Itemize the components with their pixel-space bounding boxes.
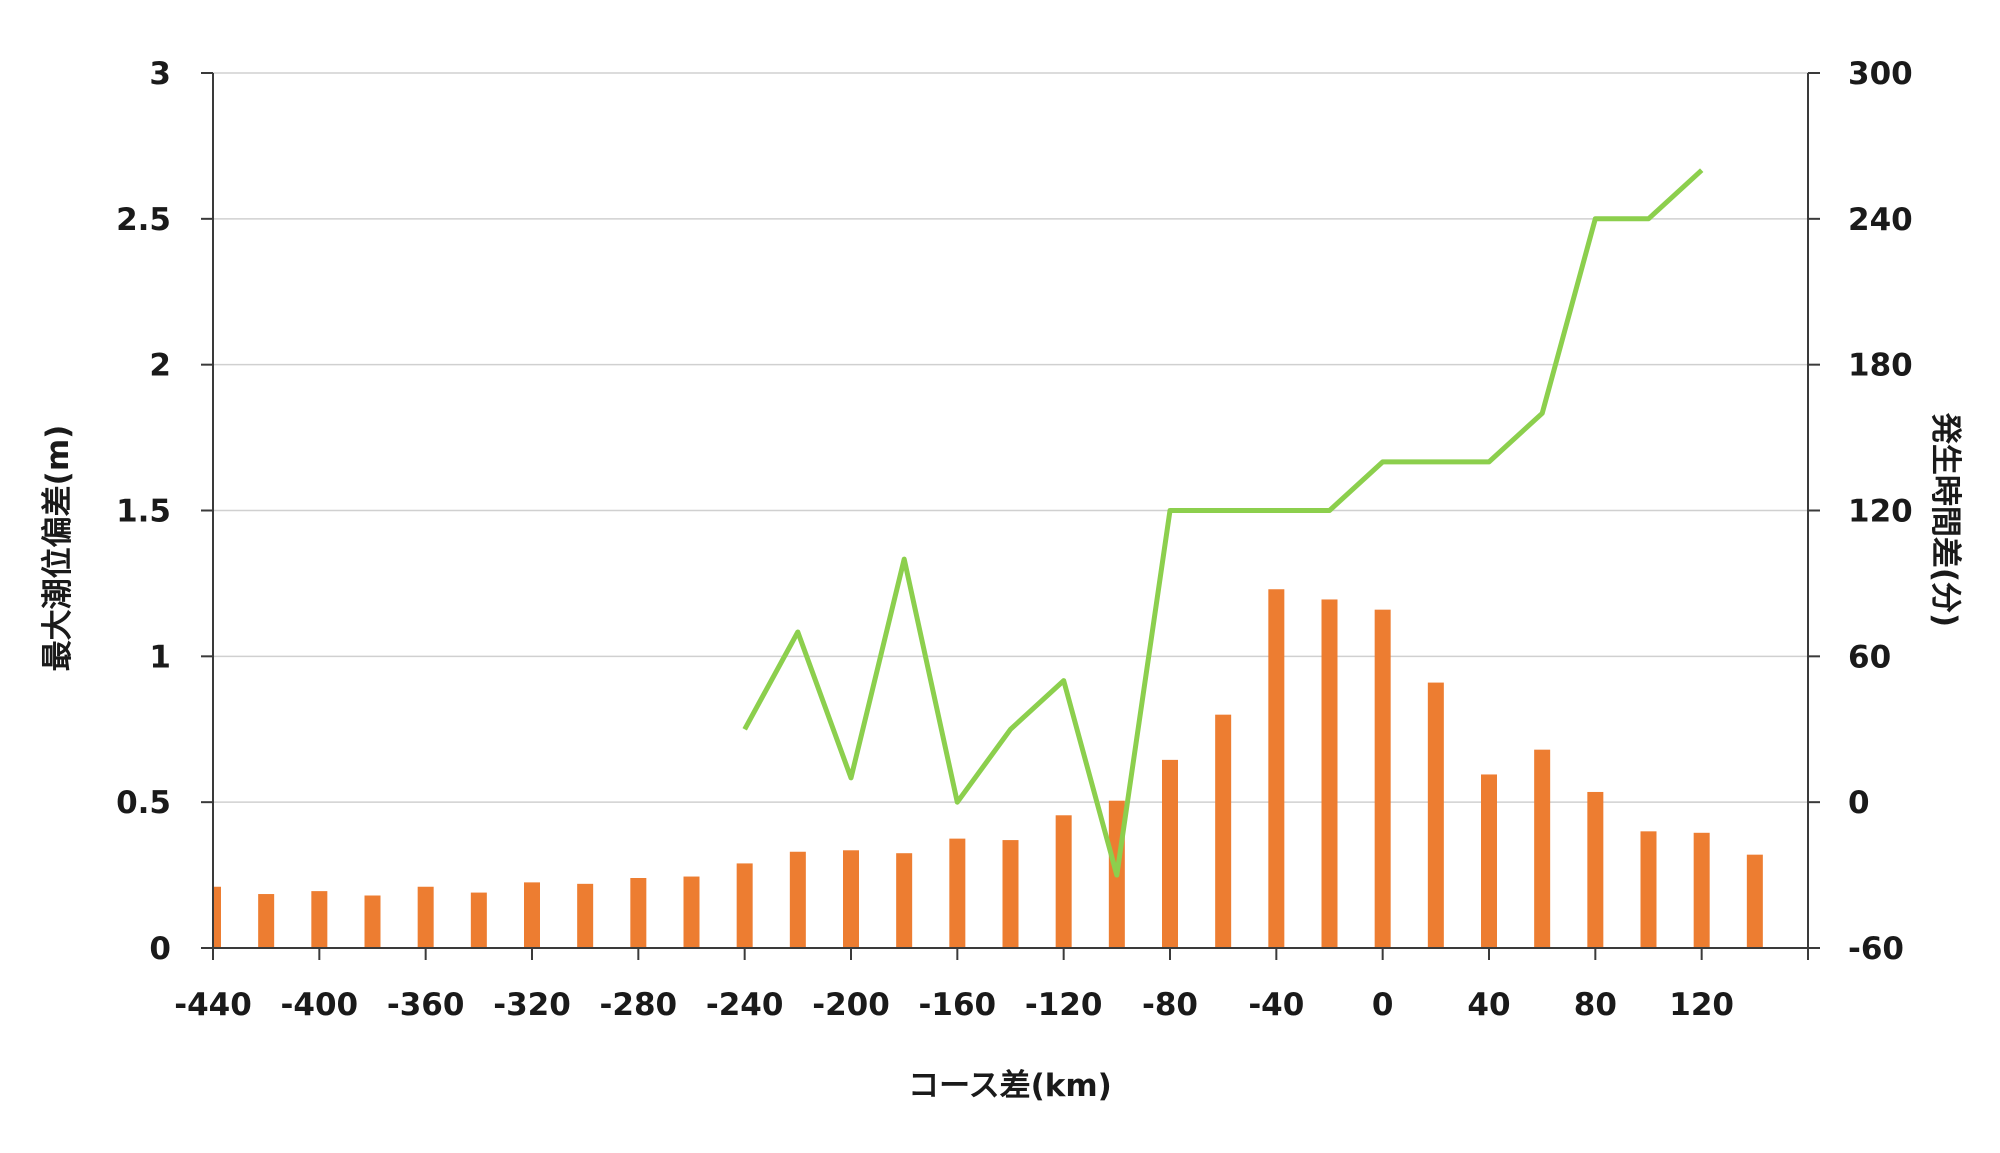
x-axis-title: コース差(km): [908, 1068, 1112, 1104]
line-series: [742, 168, 1704, 878]
x-tick-label: -200: [812, 987, 890, 1023]
bar: [1215, 714, 1232, 948]
left-y-tick-label: 0.5: [116, 785, 171, 821]
bar: [1374, 609, 1391, 948]
left-y-tick-label: 0: [149, 931, 171, 967]
bar: [843, 850, 859, 948]
bar: [789, 851, 806, 948]
bar: [896, 853, 913, 948]
bar: [258, 894, 275, 948]
left-y-axis-title: 最大潮位偏差(m): [40, 425, 76, 672]
x-tick-label: -80: [1142, 987, 1198, 1023]
bar: [577, 883, 594, 948]
bar: [470, 892, 487, 948]
bar: [1746, 854, 1763, 948]
bar: [736, 863, 753, 948]
left-y-tick-label: 3: [149, 56, 171, 92]
x-tick-label: -440: [174, 987, 252, 1023]
bar: [213, 886, 221, 948]
x-tick-label: 0: [1372, 987, 1394, 1023]
x-tick-label: -160: [919, 987, 997, 1023]
right-y-tick-label: 240: [1848, 202, 1913, 238]
line-path: [742, 168, 1704, 878]
bar: [311, 891, 328, 948]
bar: [1321, 599, 1338, 948]
gridlines: [213, 72, 1808, 803]
x-tick-label: -240: [706, 987, 784, 1023]
bar: [1693, 832, 1710, 948]
right-y-tick-label: 60: [1848, 639, 1891, 675]
x-tick-label: -40: [1248, 987, 1304, 1023]
bar: [1162, 759, 1178, 948]
right-y-tick-label: 120: [1848, 494, 1913, 530]
right-y-axis-title: 発生時間差(分): [1927, 412, 1963, 627]
x-tick-label: -320: [493, 987, 571, 1023]
right-y-tick-label: 180: [1848, 348, 1913, 384]
left-y-tick-label: 2: [149, 348, 171, 384]
bar: [364, 895, 381, 948]
bar: [1002, 840, 1019, 948]
x-tick-label: -120: [1025, 987, 1103, 1023]
bar: [417, 886, 434, 948]
bar: [1534, 749, 1551, 948]
right-y-tick-label: 0: [1848, 785, 1870, 821]
x-tick-label: -360: [387, 987, 465, 1023]
left-y-tick-label: 1.5: [116, 494, 171, 530]
right-y-tick-label: -60: [1848, 931, 1904, 967]
right-y-tick-label: 300: [1848, 56, 1913, 92]
bar: [524, 882, 540, 948]
x-tick-label: -280: [600, 987, 678, 1023]
bar: [1640, 831, 1657, 948]
left-y-tick-label: 1: [149, 639, 171, 675]
x-tick-label: 120: [1669, 987, 1734, 1023]
left-y-tick-label: 2.5: [116, 202, 171, 238]
bar: [630, 878, 647, 948]
bar: [1427, 682, 1444, 948]
bar-series: [213, 589, 1763, 948]
bar: [683, 876, 700, 948]
bar: [1587, 791, 1604, 948]
bar: [1481, 774, 1497, 948]
x-tick-label: -400: [281, 987, 359, 1023]
bar: [1055, 815, 1072, 948]
x-tick-label: 40: [1467, 987, 1510, 1023]
axes: [201, 72, 1820, 960]
x-tick-label: 80: [1574, 987, 1617, 1023]
bar: [949, 838, 966, 948]
bar: [1268, 589, 1285, 948]
